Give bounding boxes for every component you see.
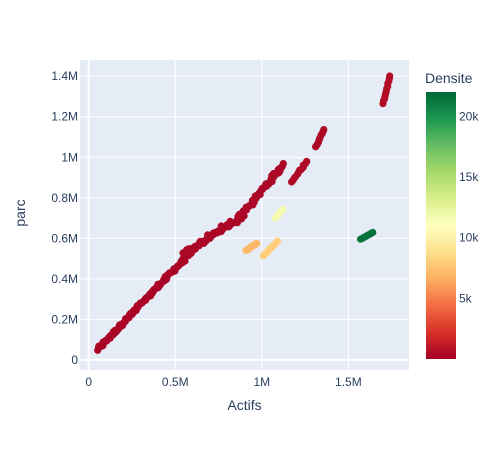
y-tick-label: 1.4M xyxy=(51,69,78,83)
colorbar-gradient xyxy=(426,92,456,359)
colorbar-tick-label: 10k xyxy=(459,231,479,245)
data-point xyxy=(279,160,287,168)
x-tick-label: 1M xyxy=(253,375,270,389)
x-axis-ticks: 0 0.5M 1M 1.5M xyxy=(85,375,361,389)
data-point xyxy=(320,126,328,134)
grid-lines xyxy=(80,60,409,370)
y-axis-title: parc xyxy=(12,199,28,226)
y-tick-label: 0.6M xyxy=(51,231,78,245)
data-point xyxy=(253,239,261,248)
y-axis-ticks: 0 0.2M 0.4M 0.6M 0.8M 1M 1.2M 1.4M xyxy=(51,69,78,367)
colorbar-tick-label: 15k xyxy=(459,170,479,184)
data-point xyxy=(386,72,394,80)
colorbar-title: Densite xyxy=(425,70,473,86)
y-tick-label: 0.2M xyxy=(51,312,78,326)
data-points xyxy=(94,72,394,354)
x-tick-label: 0.5M xyxy=(162,375,189,389)
data-point xyxy=(369,228,377,237)
y-tick-label: 0 xyxy=(71,353,78,367)
y-tick-label: 0.4M xyxy=(51,272,78,286)
colorbar-tick-label: 5k xyxy=(459,291,473,305)
data-point xyxy=(273,237,281,245)
x-tick-label: 0 xyxy=(85,375,92,389)
y-tick-label: 1.2M xyxy=(51,110,78,124)
colorbar-tick-label: 20k xyxy=(459,109,479,123)
colorbar-ticks: 5k 10k 15k 20k xyxy=(459,109,479,305)
y-tick-label: 1M xyxy=(61,150,78,164)
x-axis-title: Actifs xyxy=(227,397,261,413)
colorbar: Densite 5k 10k 15k 20k xyxy=(425,70,479,359)
data-point xyxy=(279,205,287,213)
x-tick-label: 1.5M xyxy=(335,375,362,389)
y-tick-label: 0.8M xyxy=(51,191,78,205)
data-point xyxy=(303,157,311,165)
